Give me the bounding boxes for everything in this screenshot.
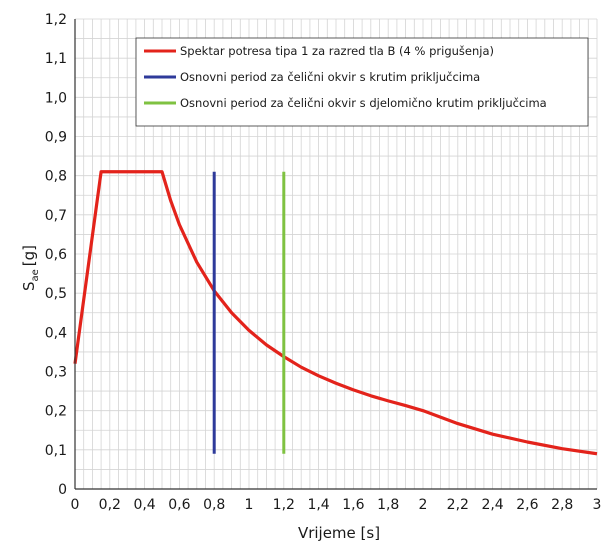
legend-item-rigid-period: Osnovni period za čelični okvir s krutim… [144,70,480,84]
x-tick-label: 0 [71,497,80,513]
legend-label: Spektar potresa tipa 1 za razred tla B (… [180,44,494,58]
svg-text:Sae[g]: Sae [g] [20,245,41,291]
x-tick-label: 2,6 [516,497,538,513]
y-tick-label: 0,3 [45,365,67,381]
x-tick-label: 0,2 [99,497,121,513]
y-axis-title: Sae [g] [20,245,41,291]
legend-box [135,37,589,127]
x-tick-label: 0,8 [203,497,225,513]
y-tick-label: 0,6 [45,247,67,263]
y-tick-label: 0,8 [45,169,67,185]
y-tick-label: 1,0 [45,90,67,106]
x-tick-label: 1 [245,497,254,513]
y-tick-label: 0,7 [45,208,67,224]
y-tick-label: 0 [58,482,67,498]
legend-item-semirigid-period: Osnovni period za čelični okvir s djelom… [144,96,547,110]
legend-label: Osnovni period za čelični okvir s krutim… [180,70,480,84]
y-axis-title-main: S [20,281,38,291]
y-tick-label: 0,9 [45,130,67,146]
x-tick-label: 1,2 [273,497,295,513]
series-layer [73,170,598,456]
x-tick-label: 1,8 [377,497,399,513]
x-tick-label: 0,6 [168,497,190,513]
axes [74,19,597,490]
x-tick-label: 2,2 [447,497,469,513]
x-tick-label: 0,4 [133,497,155,513]
y-tick-label: 1,1 [45,51,67,67]
y-axis-title-unit: [g] [20,245,38,266]
legend: Spektar potresa tipa 1 za razred tla B (… [135,37,589,127]
y-tick-label: 0,2 [45,404,67,420]
x-tick-label: 2,4 [481,497,503,513]
legend-item-spectrum: Spektar potresa tipa 1 za razred tla B (… [144,44,494,58]
y-tick-label: 0,4 [45,325,67,341]
y-axis-title-sub: ae [30,269,41,281]
x-tick-label: 3 [593,497,601,513]
y-tick-label: 0,5 [45,286,67,302]
x-axis-title: Vrijeme [s] [298,524,380,542]
x-tick-label: 1,4 [307,497,329,513]
y-tick-label: 0,1 [45,443,67,459]
x-tick-label: 2,8 [551,497,573,513]
series-line-spectrum [73,170,598,456]
legend-label: Osnovni period za čelični okvir s djelom… [180,96,547,110]
x-tick-label: 2 [419,497,428,513]
tick-labels: 0 0,2 0,4 0,6 0,8 1 1,2 1,4 1,6 1,8 2 2,2 2,4 2,6 2,8 3… [45,12,601,513]
x-tick-label: 1,6 [342,497,364,513]
y-tick-label: 1,2 [45,12,67,28]
